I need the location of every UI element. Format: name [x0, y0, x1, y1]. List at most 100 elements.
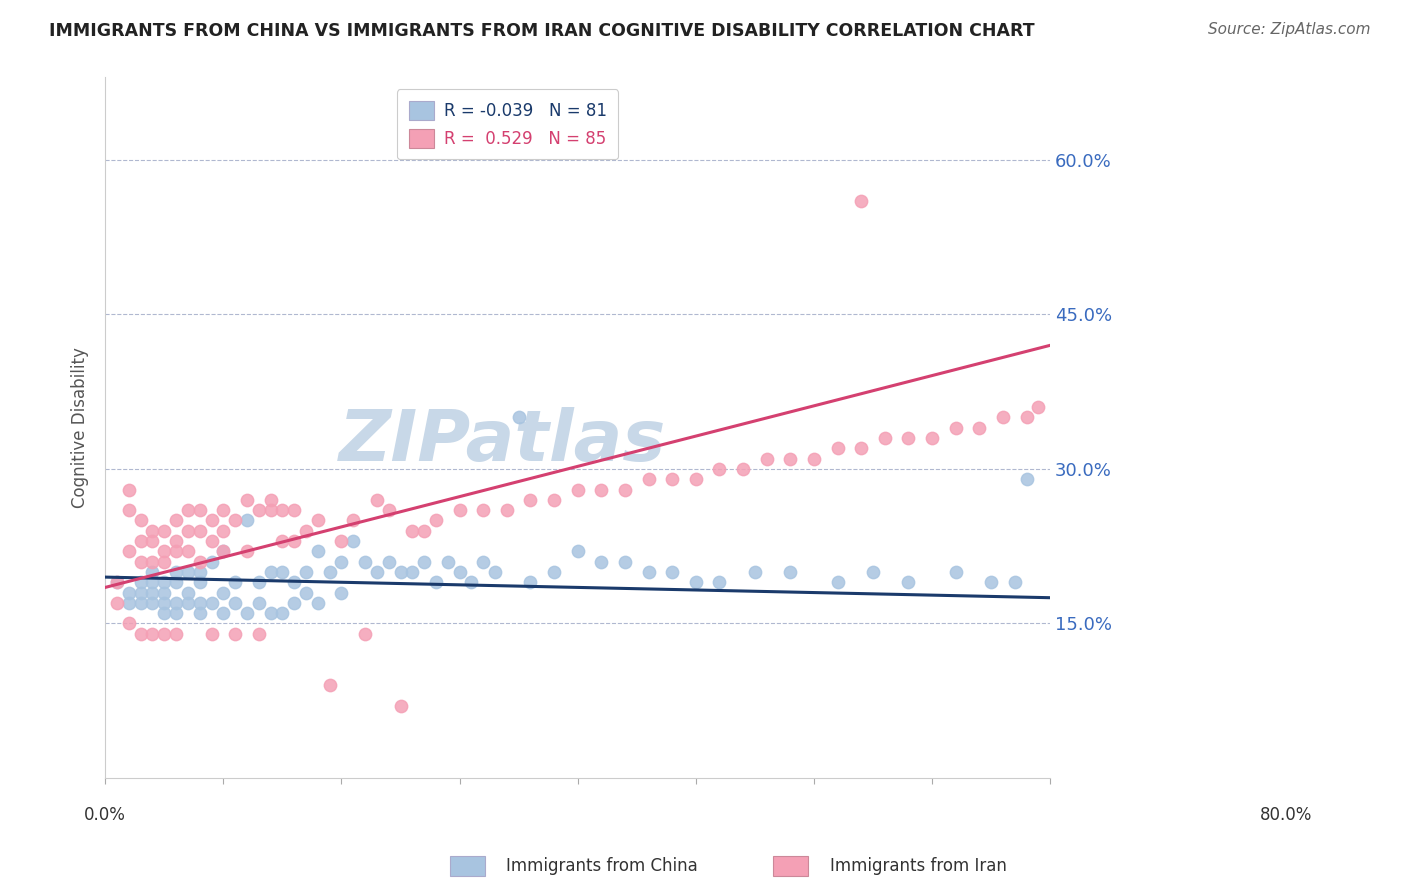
Point — [342, 534, 364, 549]
Point — [283, 575, 305, 590]
Point — [212, 585, 235, 599]
Point — [472, 555, 495, 569]
Point — [153, 555, 176, 569]
Point — [897, 575, 920, 590]
Point — [991, 410, 1014, 425]
Point — [389, 565, 412, 579]
Point — [224, 575, 246, 590]
Point — [283, 503, 305, 517]
Point — [165, 575, 187, 590]
Point — [637, 565, 659, 579]
Point — [177, 544, 200, 558]
Point — [259, 565, 281, 579]
Point — [129, 627, 152, 641]
Point — [330, 534, 353, 549]
Point — [236, 544, 259, 558]
Point — [141, 524, 163, 538]
Y-axis label: Cognitive Disability: Cognitive Disability — [72, 347, 89, 508]
Point — [342, 513, 364, 527]
Point — [591, 555, 613, 569]
Point — [177, 503, 200, 517]
Point — [318, 678, 340, 692]
Point — [224, 627, 246, 641]
Point — [200, 534, 222, 549]
Point — [472, 503, 495, 517]
Point — [307, 513, 329, 527]
Point — [165, 606, 187, 620]
Point — [330, 555, 353, 569]
Point — [436, 555, 458, 569]
Point — [389, 698, 412, 713]
Point — [118, 483, 141, 497]
Point — [141, 627, 163, 641]
Point — [921, 431, 943, 445]
Point — [129, 513, 152, 527]
Point — [153, 585, 176, 599]
Text: Immigrants from Iran: Immigrants from Iran — [830, 857, 1007, 875]
Point — [519, 575, 541, 590]
Point — [165, 513, 187, 527]
Point — [118, 503, 141, 517]
Point — [283, 534, 305, 549]
Point — [212, 544, 235, 558]
Point — [200, 596, 222, 610]
Point — [118, 596, 141, 610]
Point — [779, 451, 801, 466]
Point — [613, 555, 636, 569]
Point — [224, 513, 246, 527]
Point — [247, 503, 270, 517]
Text: 0.0%: 0.0% — [84, 806, 127, 824]
Point — [1004, 575, 1026, 590]
Point — [236, 513, 259, 527]
Legend: R = -0.039   N = 81, R =  0.529   N = 85: R = -0.039 N = 81, R = 0.529 N = 85 — [396, 89, 619, 160]
Point — [425, 513, 447, 527]
Point — [141, 565, 163, 579]
Point — [567, 544, 589, 558]
Point — [129, 596, 152, 610]
Point — [259, 492, 281, 507]
Point — [827, 442, 849, 456]
Point — [661, 565, 683, 579]
Point — [366, 492, 388, 507]
Point — [484, 565, 506, 579]
Point — [177, 596, 200, 610]
Point — [188, 575, 211, 590]
Point — [508, 410, 530, 425]
Text: IMMIGRANTS FROM CHINA VS IMMIGRANTS FROM IRAN COGNITIVE DISABILITY CORRELATION C: IMMIGRANTS FROM CHINA VS IMMIGRANTS FROM… — [49, 22, 1035, 40]
Point — [827, 575, 849, 590]
Point — [295, 585, 318, 599]
Point — [247, 627, 270, 641]
Point — [295, 565, 318, 579]
Point — [685, 472, 707, 486]
Point — [283, 596, 305, 610]
Point — [153, 575, 176, 590]
Point — [733, 462, 755, 476]
Point — [449, 565, 471, 579]
Point — [141, 575, 163, 590]
Point — [377, 555, 399, 569]
Point — [259, 606, 281, 620]
Point — [366, 565, 388, 579]
Point — [354, 555, 377, 569]
Point — [271, 503, 294, 517]
Point — [873, 431, 896, 445]
Point — [591, 483, 613, 497]
Point — [247, 596, 270, 610]
Point — [165, 544, 187, 558]
Point — [295, 524, 318, 538]
Point — [969, 421, 991, 435]
Point — [413, 524, 436, 538]
Point — [449, 503, 471, 517]
Point — [271, 565, 294, 579]
Point — [425, 575, 447, 590]
Point — [224, 596, 246, 610]
Point — [118, 585, 141, 599]
Point — [188, 606, 211, 620]
Point — [613, 483, 636, 497]
Point — [851, 442, 873, 456]
Point — [177, 585, 200, 599]
Point — [236, 492, 259, 507]
Point — [141, 555, 163, 569]
Point — [851, 194, 873, 208]
Point — [129, 575, 152, 590]
